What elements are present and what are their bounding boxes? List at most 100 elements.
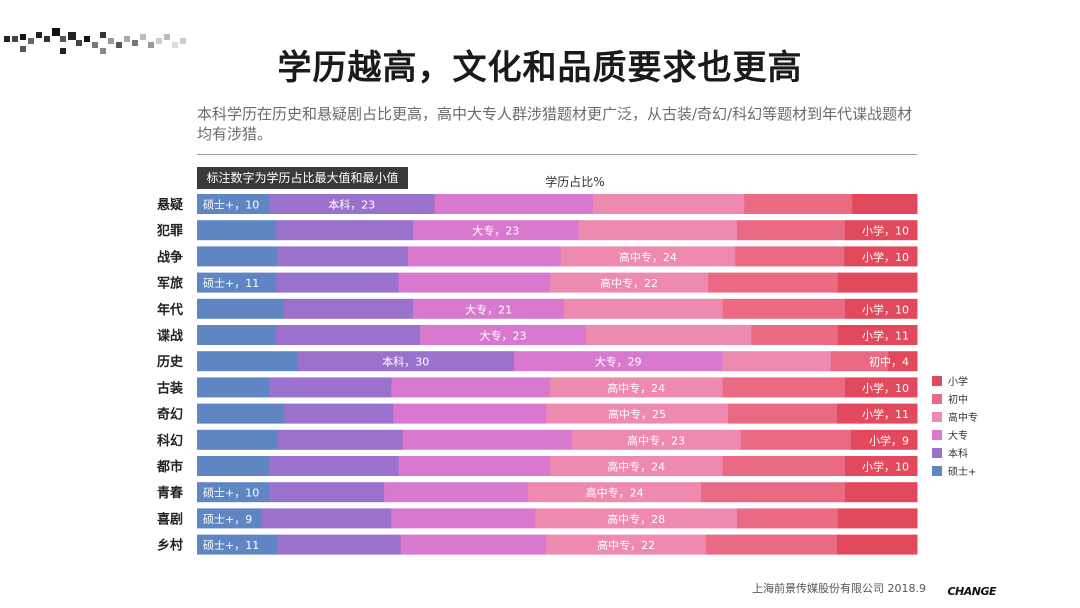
bar-segment [197, 194, 270, 214]
bar-segment [722, 351, 832, 372]
bar-segment [400, 534, 547, 555]
bar-segment [277, 534, 402, 555]
category-label: 都市 [156, 459, 183, 475]
bar-segment [391, 508, 536, 529]
bar-segment [413, 220, 580, 241]
bar-segment [398, 272, 551, 293]
bar-segment [549, 377, 724, 398]
data-label: 高中专，24 [607, 381, 665, 395]
footer-source-text: 上海前景传媒股份有限公司 2018.9 [752, 582, 926, 595]
data-label: 大专，29 [595, 355, 642, 369]
bar-segment [845, 482, 918, 503]
bar-segment [391, 377, 551, 398]
bar-segment [384, 482, 529, 503]
bar-segment [578, 220, 738, 241]
bar-segment [845, 220, 918, 241]
bar-segment [837, 403, 918, 424]
bar-segment [413, 298, 565, 319]
bar-segment [284, 403, 394, 424]
data-label: 硕士+，10 [203, 487, 259, 500]
legend-swatch [932, 448, 942, 458]
bar-segment [727, 403, 838, 424]
bar-segment [837, 272, 918, 293]
footer-source: 上海前景传媒股份有限公司 2018.9 [752, 580, 996, 596]
bar-segment [837, 325, 918, 345]
bar-segment [722, 298, 846, 319]
bar-segment [261, 508, 392, 529]
data-label: 小学，11 [862, 407, 909, 421]
legend-swatch [932, 376, 942, 386]
data-label: 高中专，24 [586, 486, 644, 500]
category-label: 历史 [157, 354, 184, 370]
bar-segment [269, 377, 392, 398]
data-label: 高中专，25 [608, 407, 666, 421]
divider [197, 154, 917, 155]
bar-segment [276, 325, 421, 345]
bar-segment [722, 456, 846, 476]
category-label: 乡村 [157, 538, 183, 554]
category-label: 军旅 [157, 276, 183, 292]
data-label: 小学，10 [862, 460, 909, 474]
data-label: 大专，23 [472, 224, 519, 238]
bar-segment [706, 534, 838, 555]
data-label: 大专，21 [465, 302, 512, 316]
category-label: 年代 [157, 302, 183, 318]
bar-segment [564, 298, 724, 319]
data-label: 小学，10 [862, 381, 909, 395]
bar-segment [830, 351, 889, 372]
data-label: 高中专，23 [627, 433, 685, 447]
bar-segment [744, 194, 853, 214]
bar-segment [585, 325, 752, 345]
bar-segment [708, 272, 839, 293]
bar-segment [197, 403, 285, 424]
bar-segment [197, 534, 278, 555]
bar-segment [276, 220, 414, 241]
data-label: 小学，10 [862, 302, 909, 316]
bar-segment [420, 325, 587, 345]
legend-label: 大专 [948, 429, 968, 442]
bar-segment [701, 482, 846, 503]
bar-segment [852, 194, 918, 214]
data-label: 高中专，28 [607, 512, 665, 526]
category-label: 战争 [157, 249, 183, 265]
legend-swatch [932, 430, 942, 440]
brand-logo: CHANGE [947, 585, 996, 598]
bar-segment [402, 429, 573, 450]
data-label: 硕士+，11 [203, 277, 259, 290]
bar-segment [197, 272, 277, 293]
bar-segment [407, 246, 562, 267]
bar-segment [276, 272, 400, 293]
bar-segment [197, 482, 270, 503]
data-label: 小学，10 [862, 250, 909, 264]
page-subtitle: 本科学历在历史和悬疑剧占比更高，高中大专人群涉猎题材更广泛，从古装/奇幻/科幻等… [197, 105, 913, 143]
bar-segment [837, 508, 918, 529]
data-label: 小学，9 [869, 433, 909, 447]
legend-label: 初中 [948, 393, 968, 406]
bar-segment [197, 351, 299, 372]
data-label: 小学，10 [862, 224, 909, 238]
category-label: 犯罪 [156, 223, 183, 239]
bar-segment [197, 508, 263, 529]
legend-label: 小学 [948, 375, 968, 388]
bar-segment [722, 377, 846, 398]
bar-segment [197, 298, 284, 319]
bar-segment [535, 508, 738, 529]
bar-segment [197, 377, 270, 398]
bar-segment [560, 246, 736, 267]
bar-segment [845, 456, 918, 476]
legend-label: 硕士+ [948, 465, 976, 478]
chart-title: 学历占比% [545, 175, 605, 189]
bar-segment [197, 325, 277, 345]
bar-segment [269, 456, 400, 476]
bar-segment [434, 194, 594, 214]
bar-segment [398, 456, 551, 476]
bar-segment [737, 220, 846, 241]
legend-label: 本科 [948, 447, 968, 460]
bar-segment [197, 429, 279, 450]
bar-segment [513, 351, 724, 372]
bar-segment [197, 246, 278, 267]
legend-swatch [932, 466, 942, 476]
bar-segment [297, 351, 515, 372]
pixel-mosaic-decoration [4, 28, 186, 54]
